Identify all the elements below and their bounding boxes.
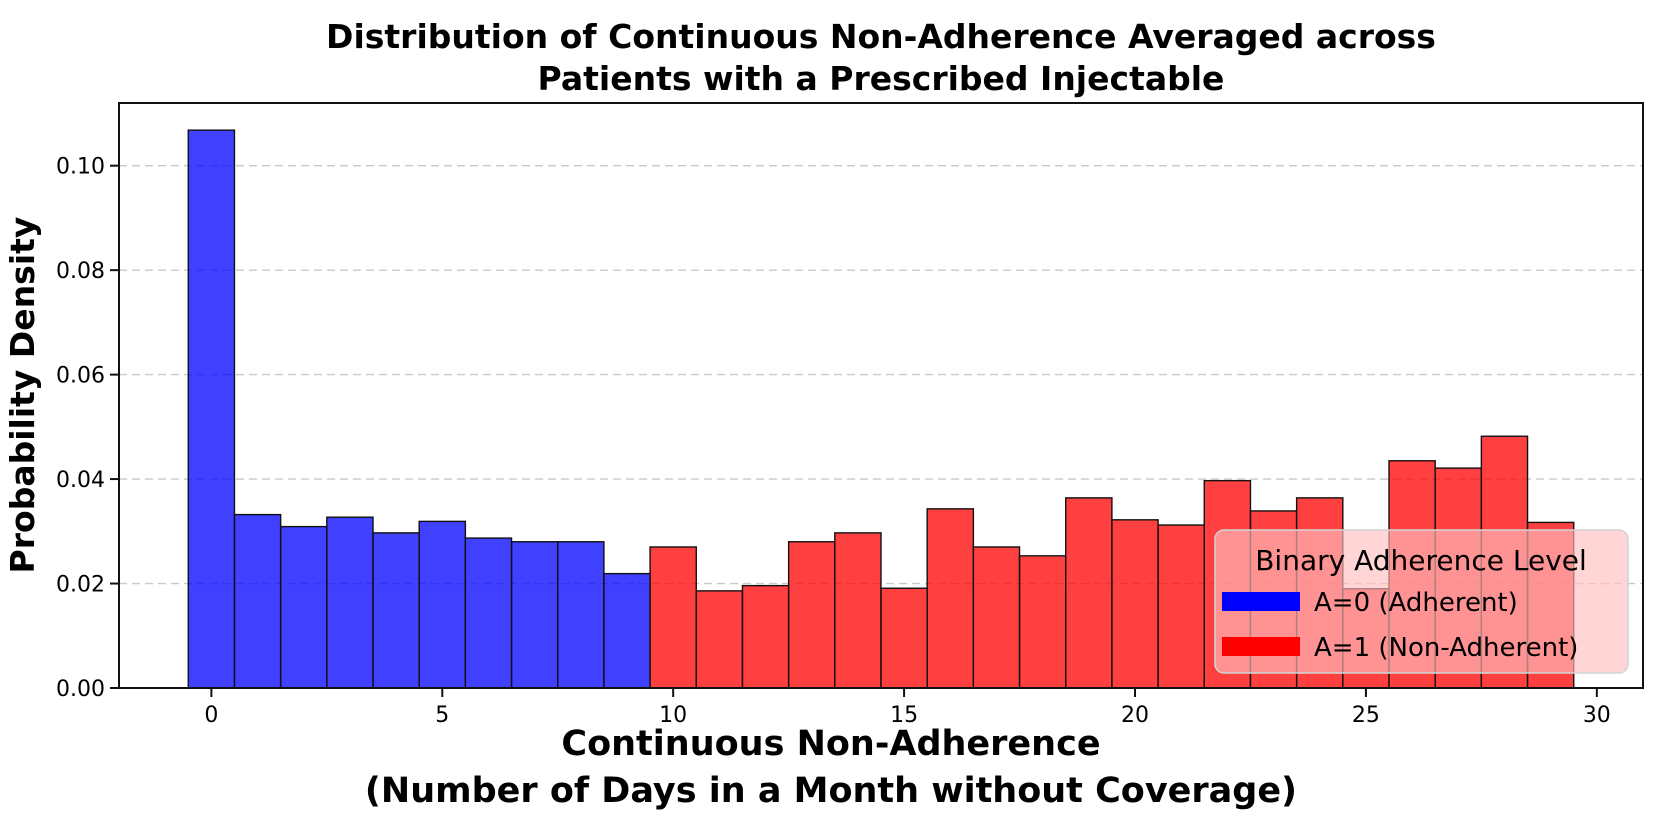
histogram-bar-bin-15 — [880, 587, 928, 689]
histogram-bar-bin-1 — [233, 513, 282, 689]
histogram-bar-bin-5 — [418, 520, 467, 689]
legend-label-adherent: A=0 (Adherent) — [1314, 588, 1518, 618]
histogram-bar-bin-18 — [1018, 555, 1067, 689]
x-tick-label-15: 15 — [890, 703, 918, 728]
x-tick-label-10: 10 — [659, 703, 687, 728]
histogram-bar-bin-11 — [695, 590, 744, 689]
histogram-bar-bin-3 — [326, 516, 374, 689]
legend: Binary Adherence Level A=0 (Adherent) A=… — [1214, 529, 1629, 674]
legend-label-non-adherent: A=1 (Non-Adherent) — [1314, 633, 1578, 663]
histogram-bar-bin-10 — [649, 546, 697, 689]
histogram-bar-bin-14 — [834, 532, 882, 689]
legend-swatch-non-adherent — [1222, 637, 1300, 656]
chart-title-line1: Distribution of Continuous Non-Adherence… — [326, 17, 1436, 56]
y-tick-label-0.00: 0.00 — [56, 677, 105, 702]
histogram-bar-bin-0 — [187, 129, 236, 689]
histogram-bar-bin-2 — [279, 525, 328, 689]
histogram-bar-bin-19 — [1065, 497, 1113, 689]
x-axis-label-line2: (Number of Days in a Month without Cover… — [365, 771, 1297, 811]
histogram-bar-bin-4 — [372, 532, 420, 689]
x-tick-label-30: 30 — [1583, 703, 1611, 728]
y-axis-label: Probability Density — [3, 217, 42, 574]
plot-frame — [118, 102, 1644, 689]
y-tick-label-0.02: 0.02 — [56, 573, 105, 598]
x-tick-label-5: 5 — [435, 703, 449, 728]
histogram-bar-bin-16 — [926, 508, 975, 689]
histogram-bar-bin-8 — [557, 541, 605, 689]
histogram-bar-bin-7 — [510, 541, 559, 689]
x-tick-label-20: 20 — [1121, 703, 1149, 728]
y-axis-ticks: 0.00 0.02 0.04 0.06 0.08 0.10 — [56, 155, 119, 702]
x-tick-label-25: 25 — [1352, 703, 1380, 728]
y-tick-label-0.04: 0.04 — [56, 468, 105, 493]
histogram-bar-bin-13 — [787, 541, 836, 689]
x-tick-label-0: 0 — [204, 703, 218, 728]
histogram-bar-bin-6 — [464, 537, 513, 689]
histogram-bar-bin-17 — [972, 546, 1021, 689]
histogram-bar-bin-9 — [603, 572, 651, 689]
chart-title-line2: Patients with a Prescribed Injectable — [538, 59, 1225, 98]
histogram-bar-bin-21 — [1157, 524, 1205, 689]
y-tick-label-0.10: 0.10 — [56, 155, 105, 180]
histogram-bar-bin-12 — [741, 584, 790, 689]
legend-title: Binary Adherence Level — [1255, 544, 1587, 577]
legend-swatch-adherent — [1222, 592, 1300, 611]
x-axis-label-line1: Continuous Non-Adherence — [561, 724, 1100, 764]
x-axis-ticks: 0 5 10 15 20 25 30 — [204, 688, 1611, 728]
y-tick-label-0.08: 0.08 — [56, 259, 105, 284]
y-tick-label-0.06: 0.06 — [56, 364, 105, 389]
histogram-bar-bin-20 — [1111, 519, 1159, 689]
legend-box — [1214, 529, 1629, 674]
